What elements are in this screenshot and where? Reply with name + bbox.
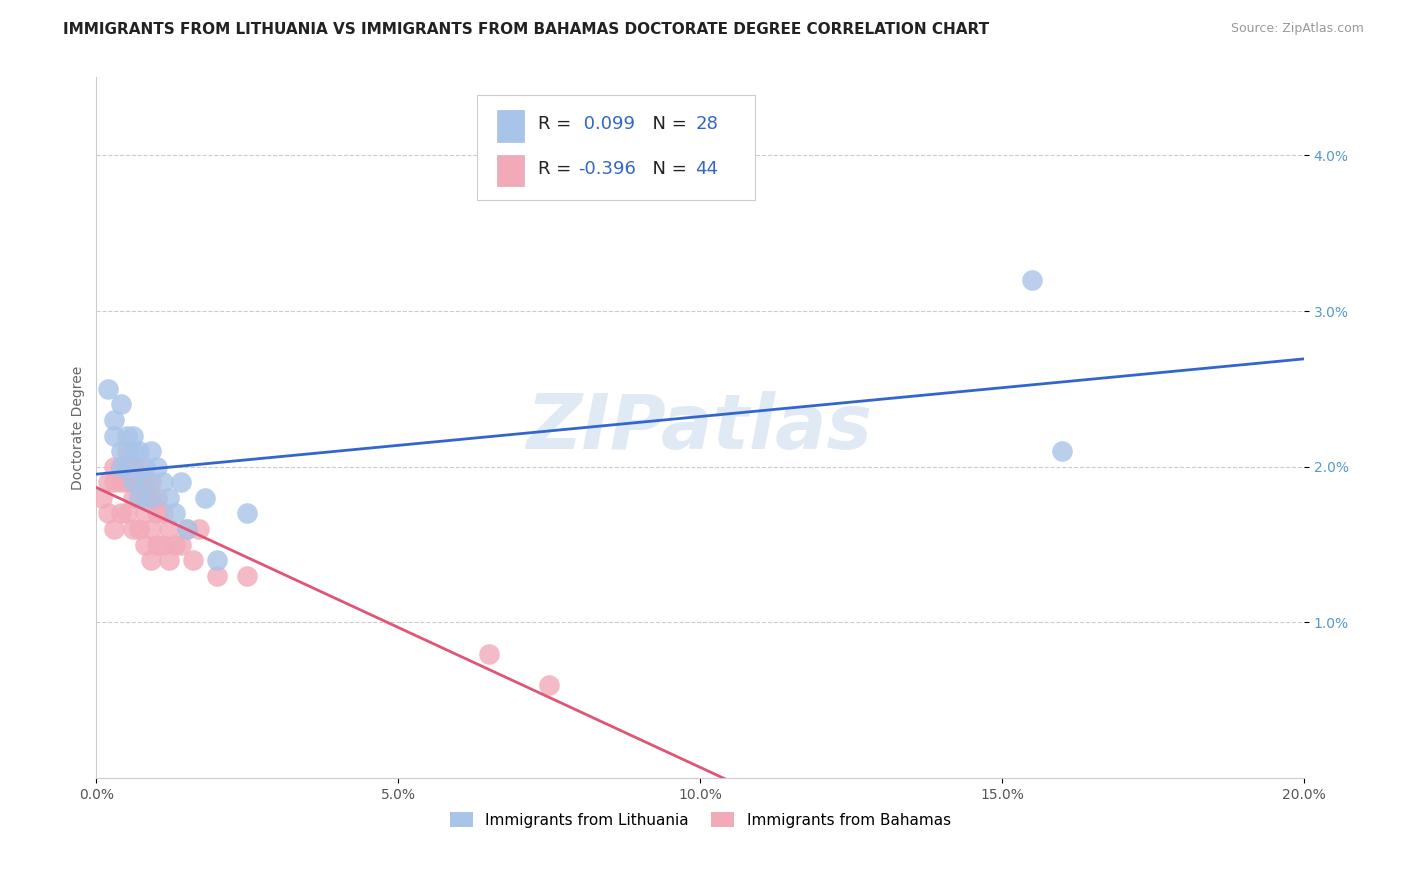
Point (145, 491, 167, 505)
Point (115, 444, 138, 458)
Point (170, 475, 193, 490)
Point (205, 568, 228, 582)
Text: Source: ZipAtlas.com: Source: ZipAtlas.com (1230, 22, 1364, 36)
Point (1021, 273, 1043, 287)
Text: N =: N = (641, 115, 693, 134)
Legend: Immigrants from Lithuania, Immigrants from Bahamas: Immigrants from Lithuania, Immigrants fr… (443, 805, 956, 834)
Text: R =: R = (538, 115, 578, 134)
Point (121, 475, 143, 490)
Point (110, 444, 132, 458)
Point (121, 475, 143, 490)
Point (139, 522, 162, 536)
Point (103, 428, 125, 442)
Y-axis label: Doctorate Degree: Doctorate Degree (72, 366, 86, 490)
Point (134, 459, 156, 474)
Point (181, 553, 204, 567)
Point (176, 522, 198, 536)
Point (163, 538, 186, 552)
Point (128, 491, 150, 505)
Point (128, 491, 150, 505)
Point (121, 428, 143, 442)
Point (128, 522, 150, 536)
Text: 0.099: 0.099 (578, 115, 636, 134)
Point (134, 538, 156, 552)
Point (236, 568, 259, 582)
Point (121, 444, 143, 458)
Point (103, 475, 125, 490)
Point (152, 475, 174, 490)
Point (110, 475, 132, 490)
Point (145, 459, 167, 474)
Point (97, 382, 120, 396)
Point (134, 475, 156, 490)
Point (176, 522, 198, 536)
Point (139, 491, 162, 505)
FancyBboxPatch shape (498, 111, 524, 142)
Point (152, 538, 174, 552)
Point (145, 507, 167, 521)
Point (134, 475, 156, 490)
Point (134, 491, 156, 505)
FancyBboxPatch shape (477, 95, 755, 200)
Point (157, 553, 180, 567)
Point (91, 491, 114, 505)
Point (110, 459, 132, 474)
Text: IMMIGRANTS FROM LITHUANIA VS IMMIGRANTS FROM BAHAMAS DOCTORATE DEGREE CORRELATIO: IMMIGRANTS FROM LITHUANIA VS IMMIGRANTS … (63, 22, 990, 37)
Point (157, 491, 180, 505)
Point (121, 491, 143, 505)
Point (103, 459, 125, 474)
Point (139, 444, 162, 458)
Point (163, 507, 186, 521)
Text: ZIPatlas: ZIPatlas (527, 391, 873, 465)
Point (152, 507, 174, 521)
Point (128, 475, 150, 490)
Text: 28: 28 (696, 115, 718, 134)
Point (110, 507, 132, 521)
Point (103, 413, 125, 427)
Point (115, 507, 138, 521)
Point (110, 459, 132, 474)
Point (139, 553, 162, 567)
Point (110, 397, 132, 411)
Point (115, 459, 138, 474)
Point (205, 553, 228, 567)
Point (145, 538, 167, 552)
Point (139, 475, 162, 490)
Point (157, 522, 180, 536)
Point (134, 507, 156, 521)
Point (128, 444, 150, 458)
FancyBboxPatch shape (498, 154, 524, 186)
Point (139, 491, 162, 505)
Point (1052, 444, 1074, 458)
Point (103, 522, 125, 536)
Point (128, 459, 150, 474)
Point (194, 491, 217, 505)
Point (97, 475, 120, 490)
Point (188, 522, 211, 536)
Point (538, 678, 561, 692)
Point (97, 507, 120, 521)
Text: -0.396: -0.396 (578, 160, 636, 178)
Text: R =: R = (538, 160, 578, 178)
Point (121, 522, 143, 536)
Point (115, 428, 138, 442)
Point (236, 507, 259, 521)
Point (121, 459, 143, 474)
Text: 44: 44 (696, 160, 718, 178)
Point (478, 647, 501, 661)
Text: N =: N = (641, 160, 693, 178)
Point (170, 538, 193, 552)
Point (115, 475, 138, 490)
